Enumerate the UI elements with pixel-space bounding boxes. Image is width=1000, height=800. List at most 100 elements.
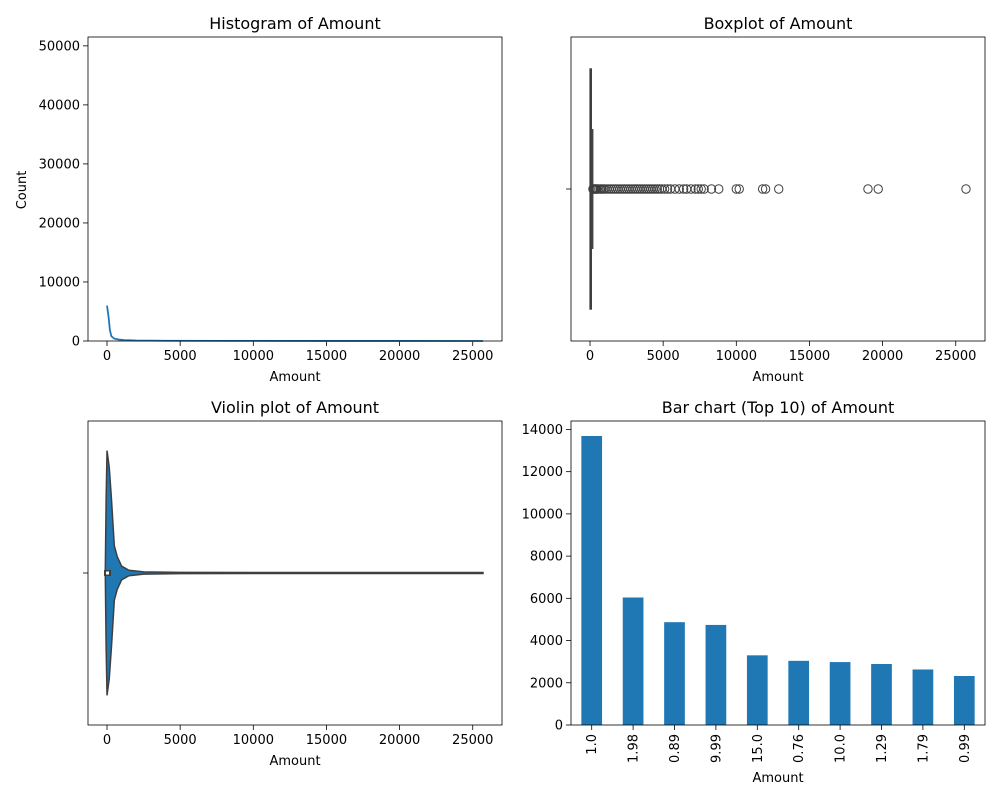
histogram-x-tick-label: 5000 [164,349,197,364]
histogram-x-tick-label: 20000 [379,349,420,364]
bar [622,597,644,725]
boxplot-outlier [706,184,717,194]
boxplot-frame [570,36,986,342]
bar-x-tick-label: 10.0 [834,734,849,763]
histogram-x-tick-label: 15000 [306,349,347,364]
violin-title: Violin plot of Amount [211,398,379,417]
bar-xlabel: Amount [752,771,803,786]
histogram-y-tick-label: 20000 [39,216,80,231]
bar-frame [570,420,986,726]
bar-x-tick-label: 0.99 [958,734,973,763]
bar [788,660,810,725]
bar-x-ticks: 1.0 1.98 0.89 9.99 15.0 0.76 10.0 1.29 1.79 0.99 [585,725,973,763]
boxplot-x-tick-label: 15000 [789,349,830,364]
bar-x-tick-label: 1.29 [875,734,890,763]
boxplot-box [589,68,594,310]
violin-x-tick-label: 20000 [379,733,420,748]
bar [581,435,603,725]
boxplot-outlier [699,184,709,194]
boxplot-outlier [652,184,663,194]
boxplot-x-tick-label: 5000 [647,349,680,364]
violin-x-tick-label: 25000 [452,733,493,748]
bar [705,624,727,725]
boxplot-outlier [757,184,768,194]
bar-y-tick-label: 0 [555,719,563,734]
bar-y-ticks: 0 2000 4000 6000 8000 10000 12000 14000 [522,423,571,734]
bar-x-tick-label: 1.79 [916,734,931,763]
histogram-frame [87,36,503,342]
boxplot-outlier [734,184,744,194]
bar [746,655,768,725]
bar-x-tick-label: 1.98 [627,734,642,763]
boxplot-xlabel: Amount [752,370,803,385]
histogram-x-tick-label: 10000 [233,349,274,364]
violin-inner-median [106,571,110,575]
histogram-xlabel: Amount [269,370,320,385]
boxplot-title: Boxplot of Amount [704,14,853,33]
histogram-y-ticks: 0 10000 20000 30000 40000 50000 [39,39,88,350]
boxplot-outliers [588,184,971,194]
boxplot-x-tick-label: 0 [586,349,594,364]
bar-y-tick-label: 12000 [522,465,563,480]
boxplot-x-tick-label: 10000 [716,349,757,364]
bar-y-tick-label: 10000 [522,507,563,522]
bar-y-tick-label: 8000 [530,550,563,565]
bar-panel: Bar chart (Top 10) of Amount Amount 0 200… [522,398,986,786]
boxplot-x-tick-label: 20000 [862,349,903,364]
bar-x-tick-label: 15.0 [751,734,766,763]
boxplot-outlier [714,184,724,194]
bar-x-tick-label: 1.0 [585,734,600,755]
bar-y-tick-label: 4000 [530,634,563,649]
histogram-y-tick-label: 30000 [39,157,80,172]
bar-x-tick-label: 0.89 [668,734,683,763]
histogram-x-tick-label: 0 [103,349,111,364]
violin-body [104,450,484,696]
bar [912,669,934,725]
histogram-kde-line [106,305,483,342]
violin-panel: Violin plot of Amount Amount 0 5000 10000 1… [83,398,503,769]
histogram-panel: Histogram of Amount Amount Count 0 5000 10… [15,14,503,385]
bar [829,662,851,725]
violin-x-tick-label: 0 [103,733,111,748]
bar-y-tick-label: 14000 [522,423,563,438]
boxplot-outlier [693,184,703,194]
boxplot-outlier [678,184,689,194]
bar-title: Bar chart (Top 10) of Amount [662,398,895,417]
bar-x-tick-label: 0.76 [792,734,807,763]
histogram-title: Histogram of Amount [209,14,380,33]
histogram-x-ticks: 0 5000 10000 15000 20000 25000 [103,341,493,364]
bar [953,676,975,725]
violin-frame [87,420,503,726]
bar-y-tick-label: 2000 [530,676,563,691]
boxplot-outlier [961,184,971,194]
histogram-y-tick-label: 10000 [39,275,80,290]
violin-inner-box [104,570,112,576]
histogram-y-tick-label: 50000 [39,39,80,54]
boxplot-x-ticks: 0 5000 10000 15000 20000 25000 [586,341,976,364]
violin-x-tick-label: 15000 [306,733,347,748]
boxplot-outlier [674,184,684,194]
histogram-y-tick-label: 40000 [39,98,80,113]
violin-x-ticks: 0 5000 10000 15000 20000 25000 [103,725,493,748]
histogram-ylabel: Count [15,171,30,210]
boxplot-outlier [863,184,873,194]
boxplot-outlier [659,184,670,194]
boxplot-outlier [650,184,660,194]
boxplot-outlier [774,184,784,194]
bar [871,663,892,725]
histogram-y-tick-label: 0 [72,335,80,350]
violin-x-tick-label: 5000 [164,733,197,748]
bar-y-tick-label: 6000 [530,592,563,607]
bar [664,622,685,725]
boxplot-outlier [873,184,883,194]
violin-xlabel: Amount [269,754,320,769]
boxplot-outlier [686,184,696,194]
violin-x-tick-label: 10000 [233,733,274,748]
bar-x-tick-label: 9.99 [709,734,724,763]
boxplot-outlier [696,184,706,194]
boxplot-outlier [731,184,742,194]
boxplot-panel: Boxplot of Amount Amount 0 5000 10000 15000… [566,14,986,385]
boxplot-x-tick-label: 25000 [935,349,976,364]
bar-series [581,435,975,725]
